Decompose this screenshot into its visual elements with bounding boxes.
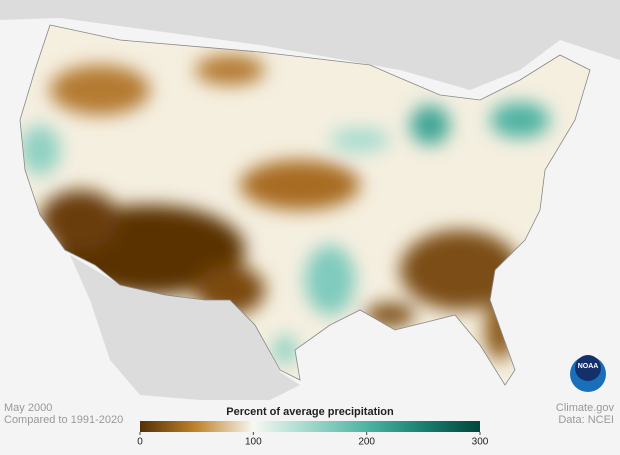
legend-title: Percent of average precipitation [226, 406, 394, 418]
field-blobs [20, 55, 550, 365]
baseline-label: Compared to 1991-2020 [4, 414, 123, 426]
blob [490, 102, 550, 138]
legend-tick-label: 300 [472, 437, 489, 448]
blob [50, 65, 150, 115]
legend-tick-label: 200 [358, 437, 375, 448]
blob [20, 125, 60, 175]
blob [400, 230, 520, 310]
blob [195, 55, 265, 85]
logo-text: NOAA [578, 363, 599, 370]
date-label: May 2000 [4, 402, 52, 414]
blob [305, 245, 355, 315]
blob [273, 335, 297, 365]
blob [240, 160, 360, 210]
logo-inner [575, 355, 601, 381]
blob [40, 190, 120, 250]
legend-tick-label: 0 [137, 437, 143, 448]
canada [0, 0, 620, 90]
legend-colorbar [140, 421, 480, 432]
source-label: Data: NCEI [558, 414, 614, 426]
legend-tick-label: 100 [245, 437, 262, 448]
credit-label: Climate.gov [556, 402, 615, 414]
blob [410, 105, 450, 145]
mexico [70, 255, 300, 400]
noaa-logo: NOAA [570, 355, 606, 392]
blob [330, 128, 390, 152]
